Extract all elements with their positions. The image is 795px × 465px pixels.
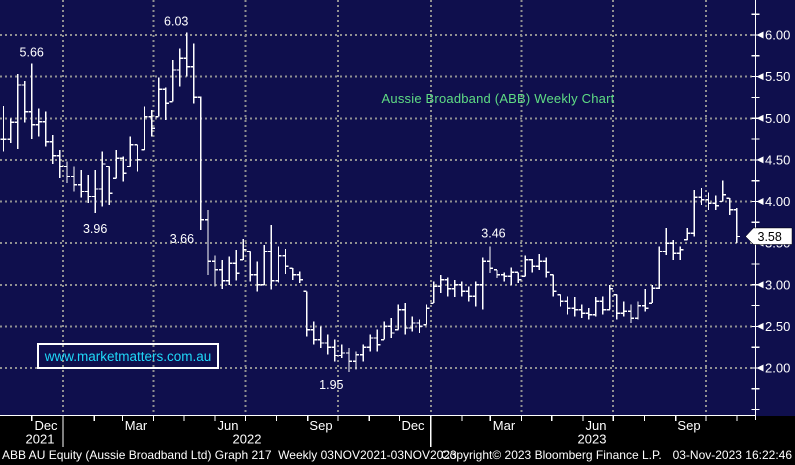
y-axis-labels: 6.005.505.004.504.003.503.002.502.00 [756,28,790,376]
price-annotation: 6.03 [164,15,188,29]
y-tick-arrow-icon [756,31,764,39]
svg-text:6.00: 6.00 [765,28,790,43]
footer-bar: ABB AU Equity (Aussie Broadband Ltd) Gra… [0,448,795,465]
price-bars [0,32,740,373]
last-price-tag: 3.58 [745,227,793,245]
footer-security-description: ABB AU Equity (Aussie Broadband Ltd) Gra… [2,448,457,462]
svg-text:Dec: Dec [34,418,58,433]
svg-text:2.00: 2.00 [765,361,790,376]
y-tick-arrow-icon [756,364,764,372]
svg-text:Sep: Sep [677,418,700,433]
footer-copyright: Copyright© 2023 Bloomberg Finance L.P. [441,448,662,462]
svg-text:2022: 2022 [233,432,262,447]
svg-text:5.00: 5.00 [765,111,790,126]
y-tick-arrow-icon [756,73,764,81]
svg-text:Mar: Mar [493,418,516,433]
svg-text:2021: 2021 [26,432,55,447]
price-annotations: 5.66 6.03 3.96 3.66 1.95 3.46 [20,15,506,393]
y-tick-arrow-icon [756,322,764,330]
y-tick-arrow-icon [756,198,764,205]
svg-text:4.00: 4.00 [765,194,790,209]
footer-timestamp: 03-Nov-2023 16:22:46 [672,448,792,462]
price-annotation: 1.95 [319,378,343,392]
axes [0,0,760,447]
svg-text:3.00: 3.00 [765,277,790,292]
svg-text:Jun: Jun [218,418,239,433]
svg-text:2023: 2023 [578,432,607,447]
watermark-box: www.marketmatters.com.au [37,343,219,369]
svg-text:Jun: Jun [586,418,607,433]
svg-text:Mar: Mar [125,418,148,433]
price-annotation: 3.96 [83,222,107,236]
footer-band [0,416,795,465]
y-tick-arrow-icon [756,114,764,122]
chart-title: Aussie Broadband (ABB) Weekly Chart [381,91,615,106]
svg-text:2.50: 2.50 [765,319,790,334]
svg-text:4.50: 4.50 [765,152,790,167]
svg-text:Sep: Sep [309,418,332,433]
svg-text:Dec: Dec [401,418,425,433]
y-tick-arrow-icon [756,156,764,164]
y-tick-arrow-icon [756,281,764,289]
price-annotation: 3.46 [481,226,505,240]
price-annotation: 5.66 [20,45,44,59]
svg-text:3.58: 3.58 [758,230,782,244]
x-axis-labels: Dec Mar Jun Sep Dec Mar Jun Sep 2021 2022 2023 [26,418,701,447]
svg-text:5.50: 5.50 [765,69,790,84]
price-annotation: 3.66 [170,232,194,246]
watermark-url: www.marketmatters.com.au [44,348,212,364]
